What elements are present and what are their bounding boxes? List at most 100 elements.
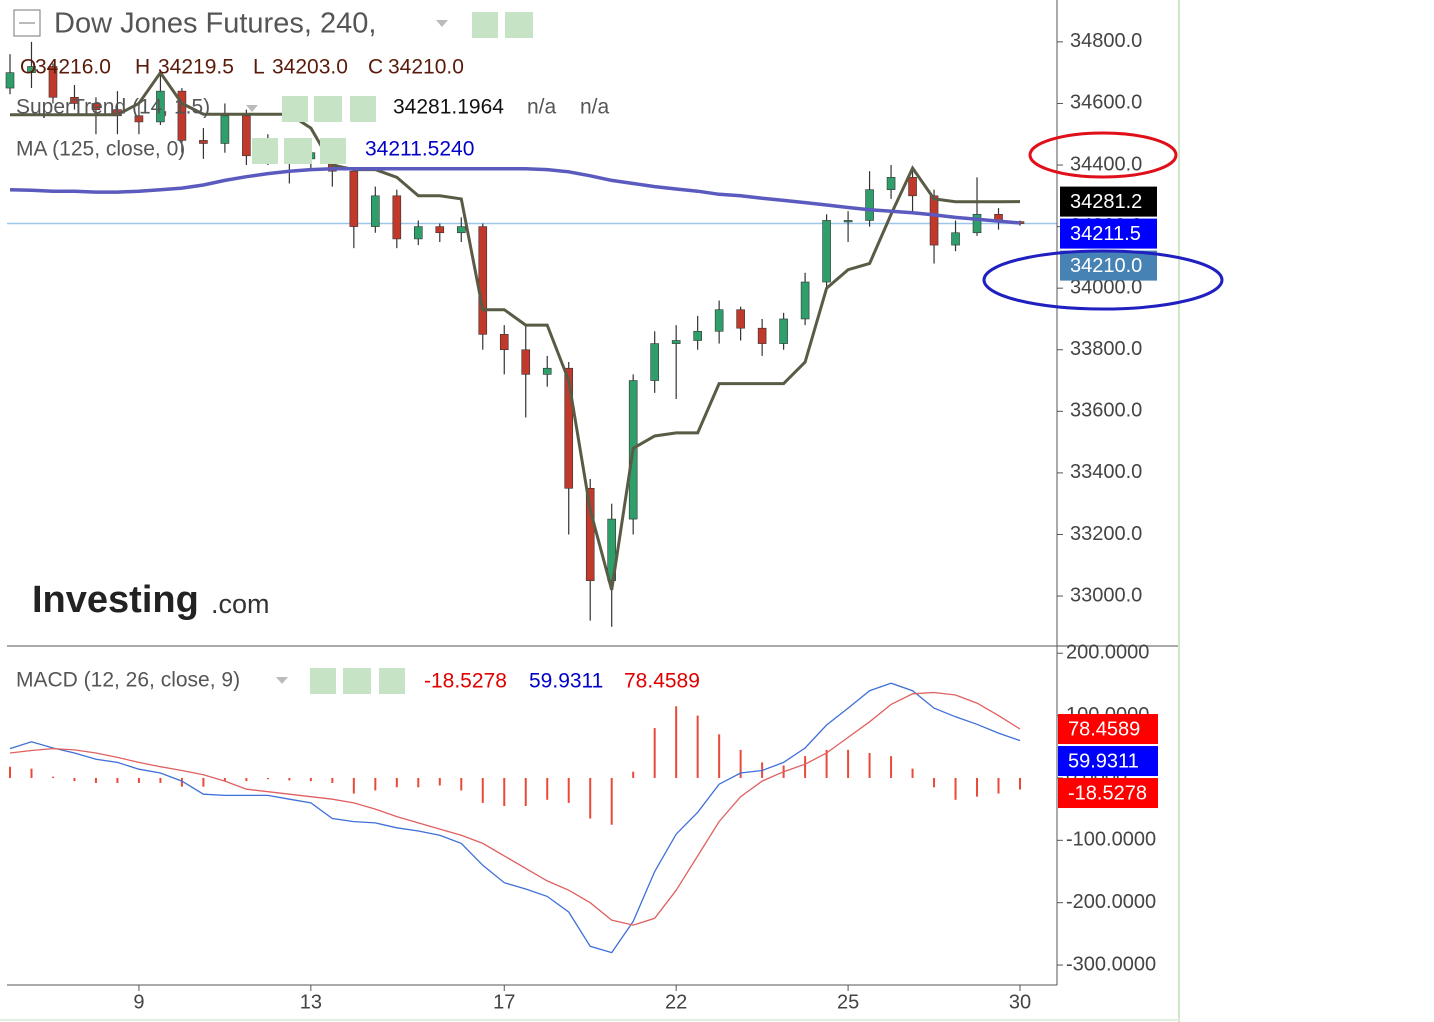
candle-body xyxy=(91,103,101,110)
candle-body xyxy=(48,66,58,98)
candle-body xyxy=(865,189,874,221)
dropdown[interactable] xyxy=(436,20,448,27)
candle-body xyxy=(671,340,681,344)
settings-icon[interactable] xyxy=(314,96,342,122)
candle-body xyxy=(435,226,445,234)
settings-icon[interactable] xyxy=(343,668,371,694)
candle-body xyxy=(220,115,230,144)
price-tag-label: 59.9311 xyxy=(1068,750,1139,772)
y-tick-label: 34600.0 xyxy=(1070,92,1142,114)
candle-body xyxy=(693,330,702,341)
eye-icon[interactable] xyxy=(282,96,308,122)
eye-icon[interactable] xyxy=(252,138,278,164)
price-tag-label: 34281.2 xyxy=(1070,191,1142,213)
price-tag xyxy=(1058,746,1158,777)
y-tick-label: 34000.0 xyxy=(1070,276,1142,298)
candle-body xyxy=(542,367,552,375)
price-tag-label: 34210.0 xyxy=(1070,255,1142,277)
candle-body xyxy=(908,177,917,197)
price-tag-label: -18.5278 xyxy=(1068,782,1147,804)
x-tick-label: 9 xyxy=(133,991,144,1013)
legend-value: 59.9311 xyxy=(529,670,603,693)
y-tick-label: 34800.0 xyxy=(1070,30,1142,52)
candle-body xyxy=(650,343,659,381)
macd-line xyxy=(9,691,1021,926)
chart-title: Dow Jones Futures, 240, xyxy=(54,8,376,40)
candle-body xyxy=(714,309,724,332)
x-tick-label: 30 xyxy=(1009,991,1031,1013)
y-tick-label: 33600.0 xyxy=(1070,400,1142,422)
legend-value: n/a xyxy=(527,96,557,119)
x-tick-label: 25 xyxy=(837,991,859,1013)
eye-icon[interactable] xyxy=(310,668,336,694)
indicator-line xyxy=(10,70,1021,591)
candle-body xyxy=(478,226,488,335)
candle-body xyxy=(929,195,939,246)
price-tag xyxy=(1058,778,1158,809)
eye-icon[interactable] xyxy=(472,12,498,38)
close-icon[interactable] xyxy=(320,138,346,164)
price-tag-label: 34211.5 xyxy=(1070,223,1141,245)
candle-body xyxy=(177,90,187,141)
ohlc-value: 34210.0 xyxy=(388,56,464,79)
x-tick-label: 22 xyxy=(665,991,687,1013)
candle-body xyxy=(521,349,531,375)
candle-body xyxy=(134,115,144,123)
y-tick-label: 200.0000 xyxy=(1066,642,1149,664)
legend-value: 78.4589 xyxy=(624,670,700,693)
y-tick-label: 33200.0 xyxy=(1070,523,1142,545)
macd-line xyxy=(9,682,1021,954)
candle-body xyxy=(843,220,853,223)
price-tag xyxy=(1058,714,1158,745)
close-icon[interactable] xyxy=(350,96,376,122)
candle-body xyxy=(779,318,788,344)
x-tick-label: 17 xyxy=(493,991,515,1013)
candle-body xyxy=(413,226,423,240)
y-tick-label: 33400.0 xyxy=(1070,461,1142,483)
ohlc-value: 34219.5 xyxy=(158,56,234,79)
y-tick-label: 34400.0 xyxy=(1070,153,1142,175)
ohlc-key: C xyxy=(368,56,383,79)
candle-body xyxy=(822,220,831,283)
price-tag xyxy=(1060,218,1157,249)
candle-body xyxy=(800,281,810,320)
candle-body xyxy=(242,115,251,157)
annotation-ellipse xyxy=(1028,131,1178,179)
price-tag-label: 78.4589 xyxy=(1068,718,1140,740)
candle-body xyxy=(371,195,380,227)
ohlc-value: 34216.0 xyxy=(35,56,111,79)
indicator-line xyxy=(9,166,1021,225)
candle-body xyxy=(886,177,896,190)
legend-value: -18.5278 xyxy=(424,670,507,693)
y-tick-label: 33000.0 xyxy=(1070,584,1142,606)
candle-body xyxy=(951,232,960,246)
y-tick-label: -200.0000 xyxy=(1066,891,1156,913)
ohlc-key: L xyxy=(253,56,265,79)
y-tick-label: -300.0000 xyxy=(1066,953,1156,975)
ohlc-key: H xyxy=(135,56,150,79)
watermark: .com xyxy=(211,589,270,619)
candle-body xyxy=(456,226,466,234)
y-tick-label: -100.0000 xyxy=(1066,829,1156,851)
legend-name: SuperTrend (14, 1.5) xyxy=(16,96,210,119)
legend-name: MA (125, close, 0) xyxy=(16,138,185,161)
dropdown[interactable] xyxy=(276,677,288,684)
close-icon[interactable] xyxy=(379,668,405,694)
y-tick-label: 33800.0 xyxy=(1070,338,1142,360)
candle-body xyxy=(5,72,15,89)
watermark: Investing xyxy=(32,579,199,621)
settings-icon[interactable] xyxy=(284,138,312,164)
candle-body xyxy=(199,140,208,144)
plot xyxy=(5,41,1063,991)
dropdown[interactable] xyxy=(246,105,258,112)
price-tag xyxy=(1060,186,1157,217)
settings-icon[interactable] xyxy=(505,12,533,38)
labels: 33000.0 33200.0 33400.0 33600.0 33800.0 34000… xyxy=(16,30,1158,1013)
price-tag xyxy=(1060,250,1157,281)
candle-body xyxy=(70,96,79,104)
candle-body xyxy=(499,334,509,351)
candle-body xyxy=(585,487,595,581)
legend-value: 34281.1964 xyxy=(393,96,504,119)
